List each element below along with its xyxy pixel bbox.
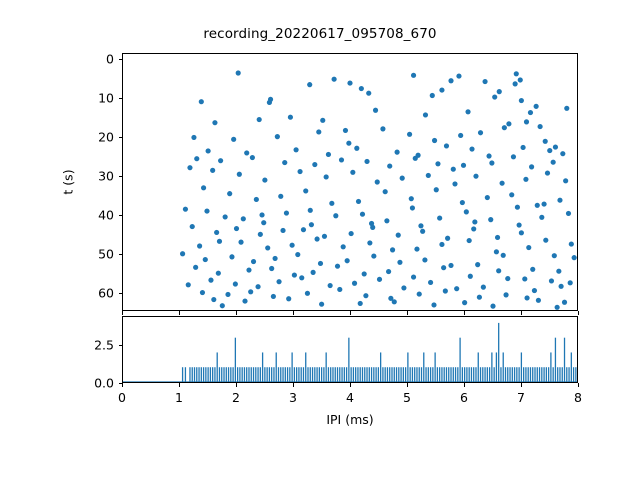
scatter-y-tick-label: 20 <box>98 129 114 145</box>
histogram-y-tick <box>118 344 122 346</box>
histogram-x-tick <box>464 383 465 387</box>
scatter-x-tick <box>350 311 351 315</box>
scatter-y-tick <box>118 97 122 99</box>
scatter-x-tick <box>521 311 522 315</box>
scatter-y-tick <box>118 176 122 178</box>
histogram-x-tick <box>236 383 237 387</box>
scatter-x-tick <box>236 311 237 315</box>
histogram-x-tick-label: 0 <box>118 390 126 405</box>
scatter-x-tick <box>122 311 123 315</box>
histogram-x-axis-label: IPI (ms) <box>326 412 374 427</box>
scatter-y-tick <box>118 58 122 60</box>
scatter-y-tick-label: 0 <box>106 51 114 67</box>
scatter-y-tick-label: 50 <box>98 246 114 262</box>
histogram-x-tick-label: 4 <box>346 390 354 405</box>
scatter-y-tick-label: 30 <box>98 168 114 184</box>
scatter-x-tick <box>293 311 294 315</box>
histogram-x-tick-label: 8 <box>574 390 582 405</box>
scatter-plot-axes <box>122 53 578 311</box>
histogram-x-tick <box>122 383 123 387</box>
histogram-y-tick-label: 2.5 <box>94 337 114 353</box>
scatter-x-tick <box>407 311 408 315</box>
scatter-x-tick <box>578 311 579 315</box>
histogram-y-tick <box>118 383 122 384</box>
scatter-x-tick <box>464 311 465 315</box>
histogram-x-tick-label: 2 <box>232 390 240 405</box>
histogram-x-tick <box>350 383 351 387</box>
histogram-x-tick <box>521 383 522 387</box>
histogram-x-tick <box>407 383 408 387</box>
scatter-y-tick <box>118 254 122 256</box>
histogram-x-tick-label: 1 <box>175 390 183 405</box>
histogram-x-tick <box>578 383 579 387</box>
scatter-x-tick <box>179 311 180 315</box>
scatter-y-tick-label: 10 <box>98 90 114 106</box>
scatter-points-layer <box>179 70 577 310</box>
histogram-y-tick-label: 0.0 <box>94 375 114 391</box>
scatter-y-axis-label: t (s) <box>60 169 76 195</box>
scatter-y-tick <box>118 215 122 217</box>
histogram-x-tick-label: 7 <box>517 390 525 405</box>
scatter-y-tick-label: 60 <box>98 285 114 301</box>
scatter-y-tick-label: 40 <box>98 207 114 223</box>
histogram-axes <box>122 316 578 383</box>
histogram-x-tick <box>179 383 180 387</box>
histogram-x-tick-label: 6 <box>460 390 468 405</box>
figure-title: recording_20220617_095708_670 <box>203 26 437 42</box>
histogram-bars-layer <box>123 322 577 382</box>
histogram-x-tick <box>293 383 294 387</box>
histogram-x-tick-label: 3 <box>289 390 297 405</box>
scatter-y-tick <box>118 137 122 139</box>
scatter-y-tick <box>118 293 122 295</box>
histogram-x-tick-label: 5 <box>403 390 411 405</box>
